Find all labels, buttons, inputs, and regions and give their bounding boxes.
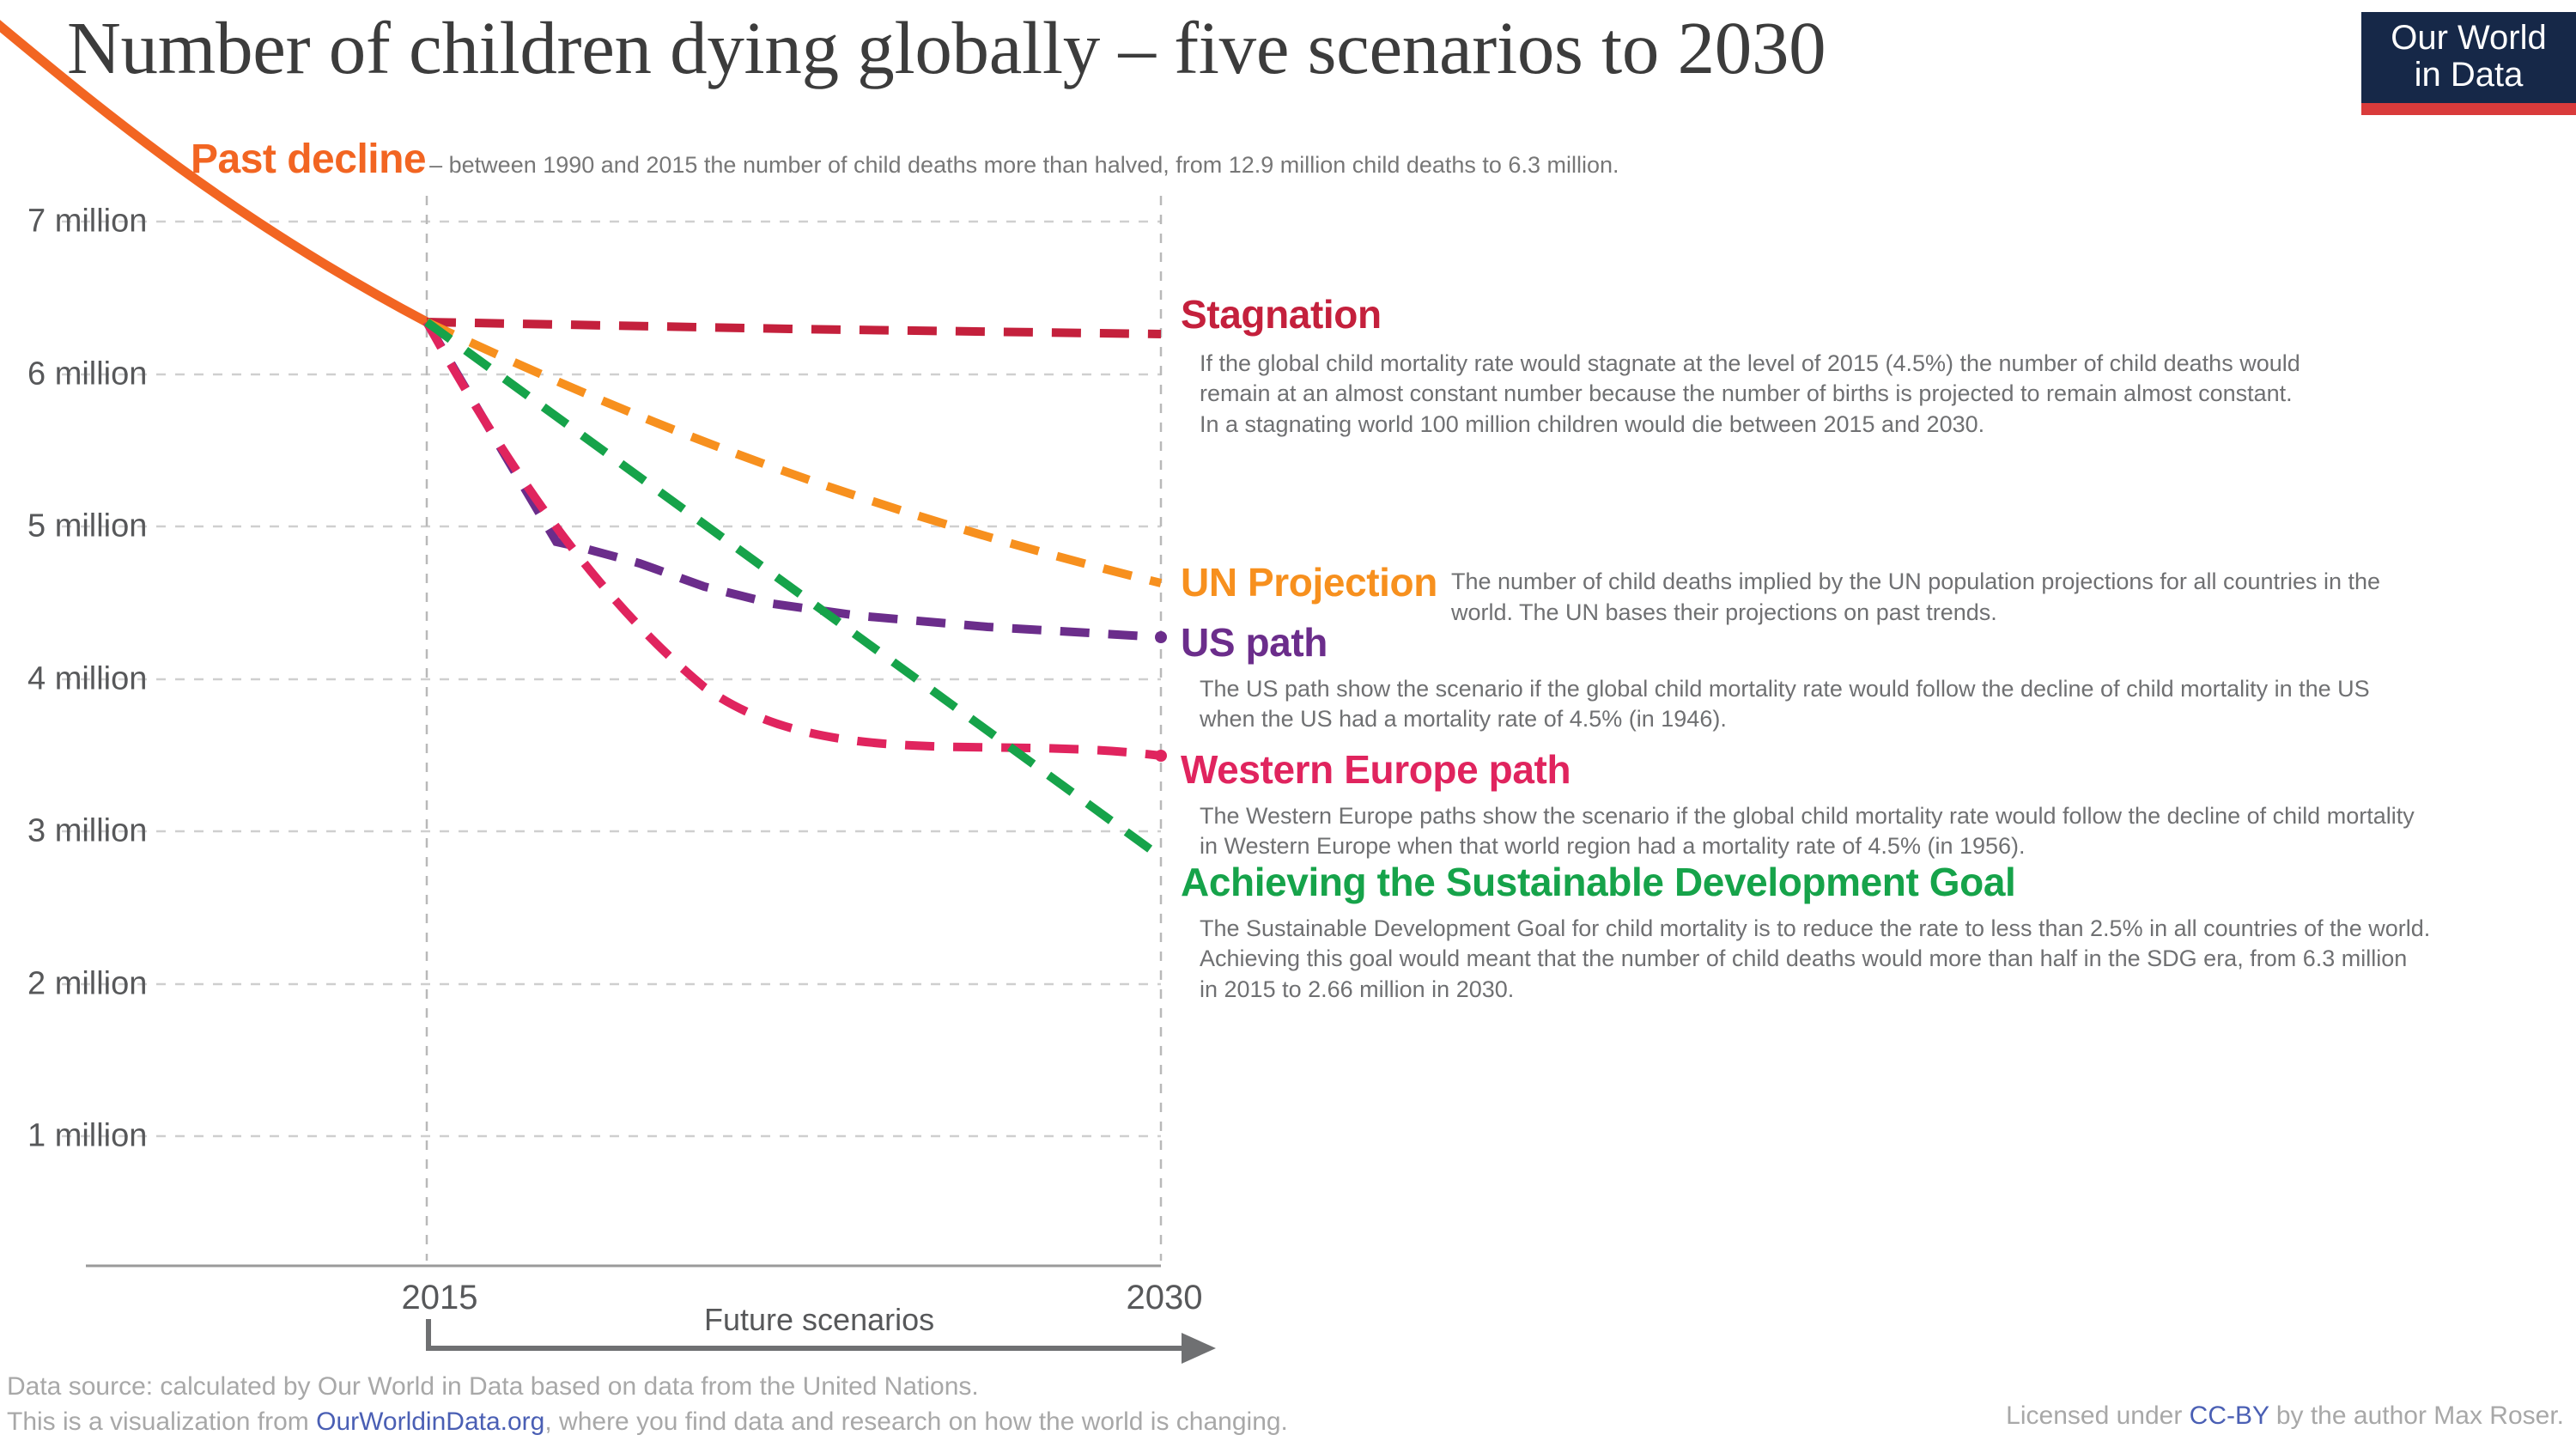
annotation-stagnation-title: Stagnation xyxy=(1181,292,1382,337)
page-title: Number of children dying globally – five… xyxy=(67,6,1826,89)
annotation-stagnation-line-2: remain at an almost constant number beca… xyxy=(1200,380,2293,407)
annotation-us-path-title: US path xyxy=(1181,620,1327,665)
y-gridlines xyxy=(62,220,1161,1138)
annotation-western-europe-path-line-2: in Western Europe when that world region… xyxy=(1200,833,2026,860)
y-tick-2m: 2 million xyxy=(27,965,148,1002)
endpoint-us-path xyxy=(1155,631,1167,643)
annotation-un-projection-line-1: The number of child deaths implied by th… xyxy=(1450,568,2381,594)
annotation-sdg-line-2: Achieving this goal would meant that the… xyxy=(1200,945,2408,972)
annotation-western-europe-path: Western Europe path The Western Europe p… xyxy=(1181,749,2572,862)
annotation-us-path: US path The US path show the scenario if… xyxy=(1181,622,2572,735)
annotation-stagnation-line-3: In a stagnating world 100 million childr… xyxy=(1200,411,1985,437)
annotation-un-projection-line-2: world. The UN bases their projections on… xyxy=(1450,599,1997,625)
cc-by-link[interactable]: CC-BY xyxy=(2189,1401,2269,1430)
footer-data-source: Data source: calculated by Our World in … xyxy=(7,1372,979,1401)
annotation-western-europe-path-title: Western Europe path xyxy=(1181,747,1571,792)
annotation-stagnation-line-1: If the global child mortality rate would… xyxy=(1200,350,2300,376)
past-decline-caption: Past decline – between 1990 and 2015 the … xyxy=(191,136,1619,183)
annotation-stagnation: Stagnation If the global child mortality… xyxy=(1181,294,2563,441)
y-tick-5m: 5 million xyxy=(27,508,148,544)
series-stagnation xyxy=(426,318,1162,338)
future-scenarios-arrow xyxy=(426,1319,1182,1351)
logo-line-2: in Data xyxy=(2414,55,2524,94)
footer-license: Licensed under CC-BY by the author Max R… xyxy=(2006,1401,2564,1431)
annotation-western-europe-path-line-1: The Western Europe paths show the scenar… xyxy=(1200,802,2415,829)
series-western-europe-path xyxy=(422,319,1162,760)
past-decline-text: – between 1990 and 2015 the number of ch… xyxy=(429,152,1619,178)
endpoint-western-europe-path xyxy=(1155,750,1167,762)
future-scenarios-arrowhead xyxy=(1182,1333,1216,1364)
y-tick-4m: 4 million xyxy=(27,660,148,697)
annotation-sdg-line-3: in 2015 to 2.66 million in 2030. xyxy=(1200,976,1515,1002)
annotation-un-projection: UN Projection The number of child deaths… xyxy=(1181,562,2572,628)
y-tick-3m: 3 million xyxy=(27,812,148,849)
past-decline-label: Past decline xyxy=(191,137,427,182)
y-tick-1m: 1 million xyxy=(27,1117,148,1154)
logo-red-bar xyxy=(2361,102,2576,115)
footer-line2-post: , where you find data and research on ho… xyxy=(544,1408,1288,1437)
series-un-projection xyxy=(424,318,1163,587)
footer-line2-pre: This is a visualization from xyxy=(7,1408,317,1437)
footer: Data source: calculated by Our World in … xyxy=(7,1369,1288,1440)
x-tick-2030: 2030 xyxy=(1126,1279,1203,1316)
y-tick-6m: 6 million xyxy=(27,356,148,392)
future-scenarios-label: Future scenarios xyxy=(704,1302,935,1337)
annotation-sdg: Achieving the Sustainable Development Go… xyxy=(1181,861,2572,1006)
logo-line-1: Our World xyxy=(2391,19,2547,57)
annotation-sdg-title: Achieving the Sustainable Development Go… xyxy=(1181,860,2016,904)
y-tick-7m: 7 million xyxy=(27,203,148,240)
annotation-sdg-line-1: The Sustainable Development Goal for chi… xyxy=(1200,915,2431,941)
series-past-decline xyxy=(0,20,432,327)
footer-visualization-line: This is a visualization from OurWorldinD… xyxy=(7,1404,1288,1439)
annotation-us-path-line-1: The US path show the scenario if the glo… xyxy=(1200,675,2370,702)
series-sdg xyxy=(424,318,1163,861)
annotation-us-path-line-2: when the US had a mortality rate of 4.5%… xyxy=(1200,706,1727,733)
footer-license-post: by the author Max Roser. xyxy=(2269,1401,2564,1430)
footer-license-pre: Licensed under xyxy=(2006,1401,2190,1430)
x-tick-2015: 2015 xyxy=(401,1279,478,1316)
owid-logo[interactable]: Our World in Data xyxy=(2361,12,2576,115)
annotation-un-projection-title: UN Projection xyxy=(1181,560,1437,605)
owid-link[interactable]: OurWorldinData.org xyxy=(316,1408,545,1437)
x-gridlines xyxy=(425,196,1163,1261)
